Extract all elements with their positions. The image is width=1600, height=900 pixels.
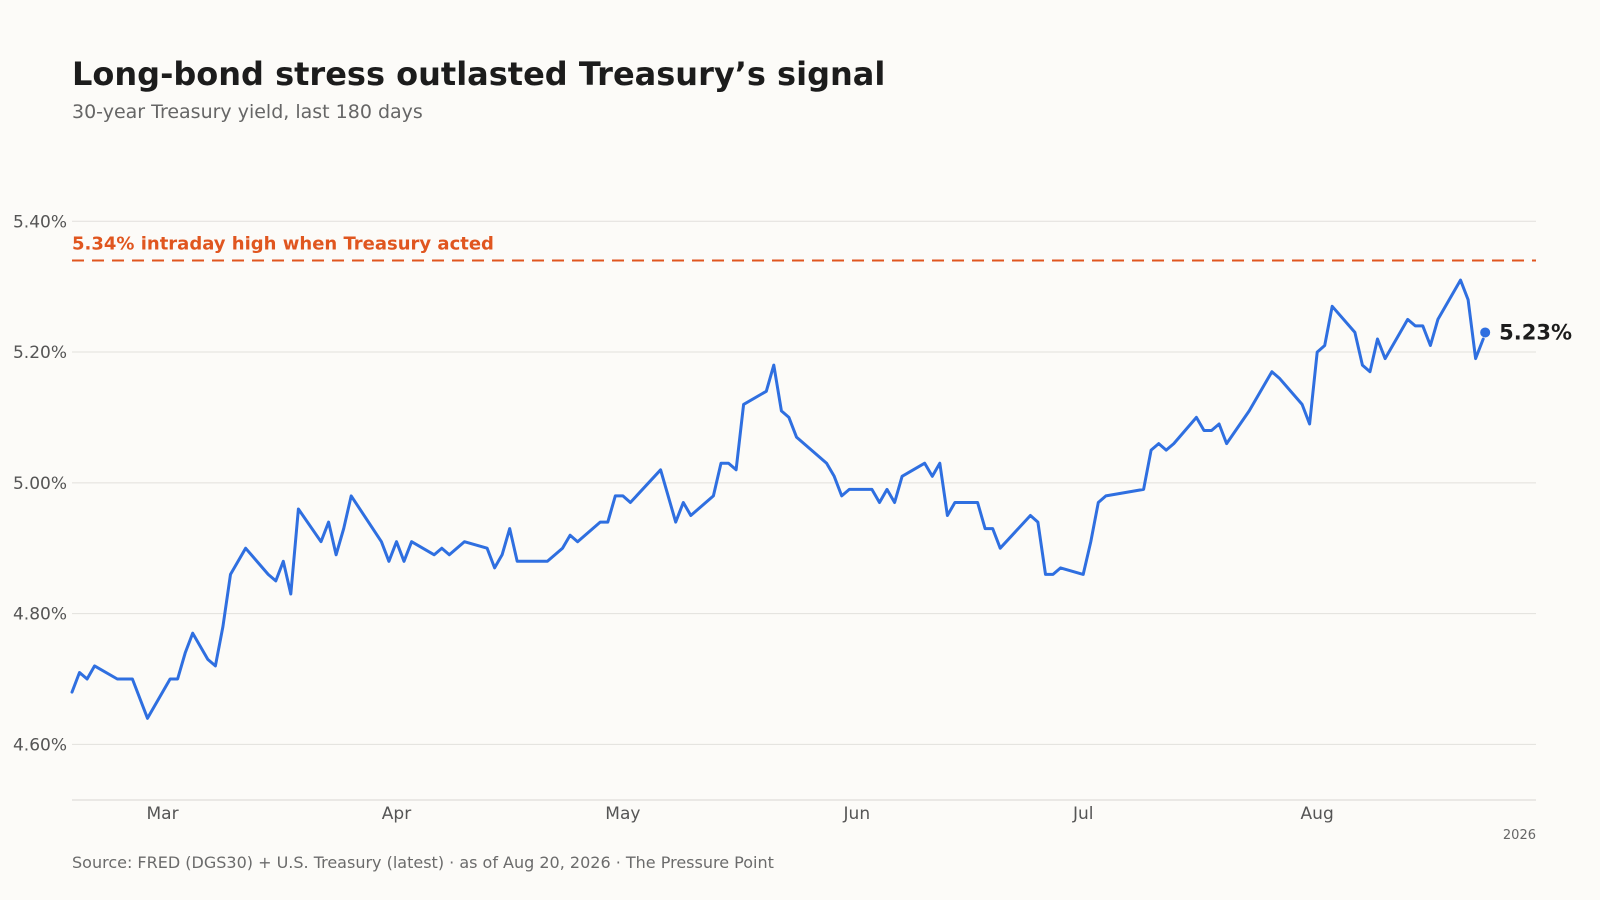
x-tick-label: Mar [147, 804, 179, 824]
x-axis-tick-labels: Mar Apr May Jun Jul Aug [147, 804, 1334, 824]
y-tick-label: 5.00% [13, 474, 67, 494]
x-tick-label: Jul [1072, 804, 1094, 824]
x-tick-label: Jun [843, 804, 871, 824]
y-tick-label: 4.60% [13, 735, 67, 755]
grid-lines [72, 220, 1536, 745]
series-line [70, 278, 1485, 720]
source-note: Source: FRED (DGS30) + U.S. Treasury (la… [72, 853, 774, 872]
x-tick-label: Aug [1301, 804, 1334, 824]
x-axis-year-label: 2026 [1503, 828, 1536, 843]
y-tick-label: 4.80% [13, 605, 67, 625]
chart-subtitle: 30-year Treasury yield, last 180 days [72, 101, 423, 123]
reference-line-label: 5.34% intraday high when Treasury acted [72, 234, 494, 255]
latest-value-marker [1480, 327, 1491, 338]
chart-title: Long-bond stress outlasted Treasury’s si… [72, 55, 886, 93]
y-axis-tick-labels: 4.60% 4.80% 5.00% 5.20% 5.40% [13, 212, 67, 755]
x-tick-label: Apr [382, 804, 411, 824]
latest-value-label: 5.23% [1499, 320, 1572, 344]
y-tick-label: 5.40% [13, 212, 67, 232]
x-tick-label: May [605, 804, 640, 824]
y-tick-label: 5.20% [13, 343, 67, 363]
